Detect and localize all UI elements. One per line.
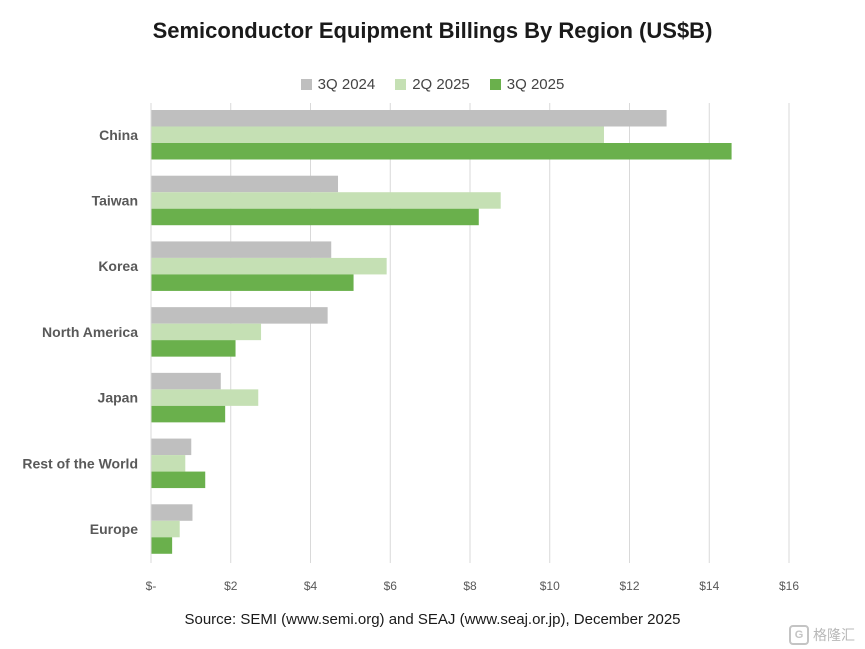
bar — [151, 405, 226, 423]
bar — [151, 340, 236, 357]
bar — [151, 257, 387, 275]
bar — [151, 126, 604, 143]
chart-source-note: Source: SEMI (www.semi.org) and SEAJ (ww… — [184, 611, 681, 628]
watermark-logo-icon: G — [789, 625, 809, 645]
watermark: G 格隆汇 — [789, 625, 855, 645]
chart-legend: 3Q 2024 2Q 2025 3Q 2025 — [0, 72, 865, 96]
bar — [151, 537, 173, 554]
legend-swatch — [395, 78, 407, 90]
category-label: Japan — [98, 390, 138, 406]
x-tick-label: $2 — [224, 579, 238, 593]
bar — [151, 241, 332, 258]
legend-label: 2Q 2025 — [412, 75, 470, 93]
category-label: Rest of the World — [22, 455, 138, 471]
category-label: Europe — [90, 521, 138, 537]
watermark-text: 格隆汇 — [813, 627, 855, 643]
x-tick-label: $- — [146, 579, 157, 593]
legend-label: 3Q 2024 — [317, 75, 376, 93]
bar — [151, 175, 339, 193]
bar — [151, 323, 262, 341]
legend-swatch — [300, 78, 312, 90]
bar — [151, 389, 259, 406]
category-label: Korea — [98, 258, 138, 274]
bar — [151, 143, 732, 160]
x-tick-label: $4 — [304, 579, 318, 593]
bar — [151, 274, 354, 291]
category-label: North America — [42, 324, 138, 340]
category-label: Taiwan — [92, 192, 138, 208]
bar — [151, 520, 180, 538]
x-tick-label: $12 — [619, 579, 639, 593]
chart-title: Semiconductor Equipment Billings By Regi… — [152, 18, 713, 43]
bar — [151, 438, 192, 456]
legend-label: 3Q 2025 — [506, 75, 565, 93]
bar — [151, 208, 479, 226]
bar — [151, 455, 186, 472]
legend-item: 2Q 2025 — [395, 76, 470, 93]
bar — [151, 307, 328, 324]
x-tick-label: $10 — [540, 579, 560, 593]
bar — [151, 504, 193, 521]
x-tick-label: $8 — [463, 579, 477, 593]
x-tick-label: $14 — [699, 579, 719, 593]
legend-item: 3Q 2024 — [300, 75, 376, 93]
bar — [151, 372, 221, 390]
legend-item: 3Q 2025 — [489, 75, 565, 93]
bar — [151, 192, 501, 209]
bar — [151, 471, 206, 489]
bar — [151, 110, 667, 127]
category-label: China — [99, 127, 138, 143]
legend-swatch — [489, 78, 501, 90]
x-tick-label: $6 — [384, 579, 398, 593]
x-tick-label: $16 — [779, 579, 799, 593]
